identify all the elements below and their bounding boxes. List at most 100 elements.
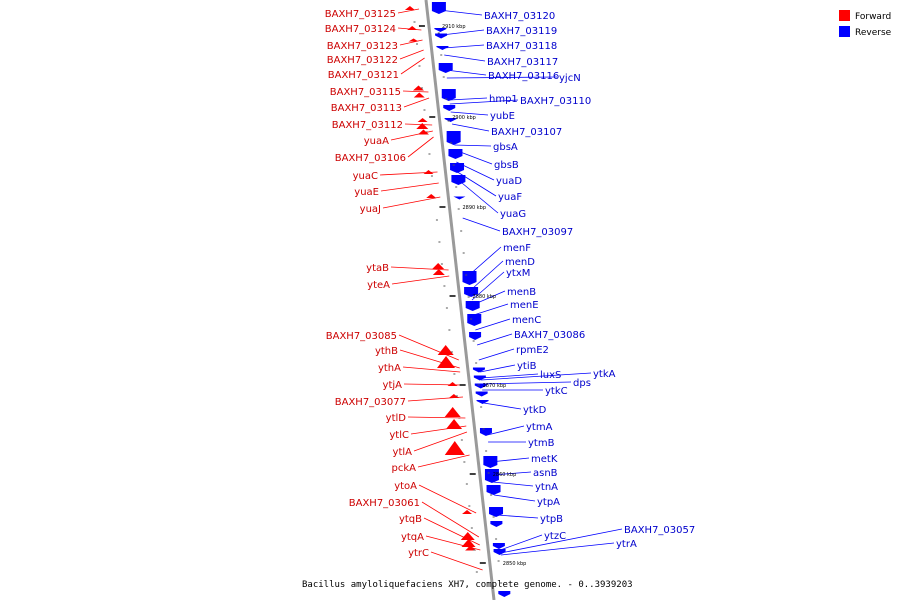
reverse-gene-label: luxS	[540, 370, 561, 381]
reverse-leader-line	[454, 149, 493, 165]
legend: Forward Reverse	[839, 10, 892, 38]
reverse-gene-label: BAXH7_03086	[514, 330, 585, 341]
reverse-leader-line	[454, 144, 492, 147]
backbone-tick-label: 2890 kbp	[462, 205, 486, 211]
forward-leader-line	[397, 27, 422, 31]
forward-gene-feature	[447, 382, 458, 386]
forward-leader-line	[398, 334, 459, 361]
reverse-gene-label: ytxM	[506, 268, 530, 279]
forward-leader-line	[400, 57, 425, 75]
forward-gene-label: ytoA	[394, 481, 417, 492]
reverse-gene-label: BAXH7_03117	[487, 57, 558, 68]
forward-gene-feature	[465, 545, 477, 551]
forward-gene-feature	[413, 92, 425, 98]
forward-leader-line	[397, 8, 420, 14]
map-caption: Bacillus amyloliquefaciens XH7, complete…	[302, 580, 633, 590]
forward-leader-line	[407, 396, 464, 402]
forward-leader-line	[418, 484, 477, 514]
reverse-leader-line	[481, 381, 572, 385]
forward-leader-line	[391, 275, 450, 285]
forward-gene-feature	[408, 38, 419, 42]
reverse-gene-feature	[469, 332, 482, 340]
reverse-leader-line	[445, 69, 487, 76]
reverse-gene-feature	[444, 118, 457, 122]
forward-gene-label: yuaE	[354, 187, 379, 198]
reverse-gene-feature	[436, 46, 449, 50]
reverse-leader-line	[441, 29, 485, 36]
reverse-gene-label: ytpA	[537, 497, 560, 508]
reverse-leader-line	[470, 260, 504, 291]
forward-gene-label: BAXH7_03077	[335, 397, 406, 408]
forward-gene-feature	[444, 407, 461, 417]
legend-swatch-forward	[839, 10, 850, 21]
forward-gene-label: BAXH7_03115	[330, 87, 401, 98]
reverse-leader-line	[500, 528, 623, 554]
backbone-ticks: 2910 kbp 2900 kbp 2890 kbp 2880 kbp 2870 kbp…	[418, 24, 526, 567]
label-leader-lines	[379, 8, 623, 571]
forward-gene-feature	[426, 194, 437, 198]
backbone-tick-label: 2870 kbp	[483, 383, 507, 389]
reverse-gene-label: ytkC	[545, 386, 568, 397]
backbone-tick-label: 2860 kbp	[493, 472, 517, 478]
forward-leader-line	[423, 517, 480, 546]
reverse-gene-feature	[492, 543, 505, 549]
forward-gene-label: yuaJ	[360, 204, 381, 215]
forward-gene-label: BAXH7_03124	[325, 24, 396, 35]
forward-gene-label: yteA	[367, 280, 390, 291]
reverse-gene-label: yuaD	[496, 176, 522, 187]
reverse-gene-label: menF	[503, 243, 531, 254]
forward-gene-label: BAXH7_03112	[332, 120, 403, 131]
reverse-leader-line	[480, 364, 516, 373]
forward-gene-feature	[448, 394, 459, 398]
reverse-leader-line	[462, 217, 501, 232]
forward-gene-feature	[404, 6, 415, 10]
forward-gene-label: ytlD	[386, 413, 407, 424]
reverse-gene-feature	[493, 549, 506, 555]
reverse-leader-line	[471, 271, 505, 301]
reverse-gene-feature	[431, 2, 446, 14]
forward-gene-label: ytlA	[393, 447, 413, 458]
reverse-gene-feature	[464, 287, 479, 297]
reverse-gene-label: menD	[505, 257, 535, 268]
reverse-gene-label: rpmE2	[516, 345, 549, 356]
reverse-gene-feature	[475, 391, 488, 397]
forward-leader-line	[410, 425, 467, 435]
reverse-gene-label: BAXH7_03119	[486, 26, 557, 37]
reverse-gene-label: dps	[573, 378, 591, 389]
forward-gene-feature	[416, 123, 429, 129]
forward-gene-label: ytrC	[408, 548, 429, 559]
forward-leader-line	[407, 416, 466, 419]
forward-gene-label: yuaC	[353, 171, 378, 182]
reverse-gene-feature	[473, 375, 486, 381]
reverse-leader-line	[480, 373, 539, 379]
reverse-gene-label: ytzC	[544, 531, 566, 542]
reverse-gene-feature	[434, 28, 447, 32]
reverse-gene-label: gbsA	[493, 142, 518, 153]
forward-gene-feature	[461, 539, 476, 547]
forward-gene-label: ytjA	[383, 380, 403, 391]
reverse-leader-line	[494, 494, 536, 502]
forward-leader-line	[399, 349, 460, 369]
forward-leader-line	[413, 431, 468, 452]
forward-gene-feature	[432, 263, 445, 269]
forward-gene-feature	[444, 441, 465, 455]
reverse-gene-label: ytpB	[540, 514, 563, 525]
reverse-gene-feature	[479, 428, 492, 436]
forward-gene-label: BAXH7_03113	[331, 103, 402, 114]
reverse-leader-line	[449, 97, 488, 101]
forward-gene-label: ythB	[375, 346, 398, 357]
reverse-gene-label: ytrA	[616, 539, 637, 550]
forward-gene-label: yuaA	[364, 136, 389, 147]
forward-leader-line	[382, 196, 441, 209]
forward-gene-label: ytqA	[401, 532, 424, 543]
reverse-gene-feature	[443, 105, 456, 111]
reverse-leader-line	[492, 481, 534, 487]
reverse-gene-label: BAXH7_03057	[624, 525, 695, 536]
forward-gene-label: ytlC	[389, 430, 409, 441]
forward-leader-line	[379, 171, 438, 176]
reverse-gene-label: gbsB	[494, 160, 519, 171]
genome-backbone	[424, 0, 496, 600]
reverse-leader-line	[443, 44, 485, 49]
forward-gene-feature	[432, 269, 445, 275]
reverse-leader-line	[450, 111, 489, 116]
